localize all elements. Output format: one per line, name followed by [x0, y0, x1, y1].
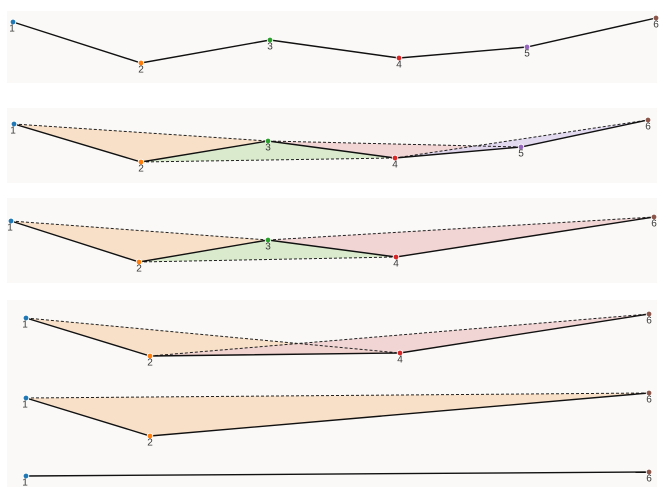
point-4 — [392, 253, 400, 261]
point-2 — [146, 352, 154, 360]
point-label-1: 1 — [22, 399, 28, 410]
chord-5 — [394, 119, 649, 159]
point-label-6: 6 — [651, 218, 657, 229]
area-triangle-2 — [11, 221, 268, 262]
point-label-3: 3 — [267, 41, 273, 52]
point-4 — [391, 154, 399, 162]
point-4 — [396, 349, 404, 357]
simplified-line — [25, 313, 650, 357]
chord-2 — [25, 317, 401, 354]
point-4 — [395, 54, 403, 62]
simplified-line — [12, 17, 657, 64]
chord-3 — [138, 256, 397, 263]
point-3 — [264, 137, 272, 145]
point-1 — [9, 18, 17, 26]
point-5 — [523, 43, 531, 51]
point-label-6: 6 — [653, 19, 659, 30]
stage-5: 1 2 6 — [22, 389, 653, 448]
area-triangle-2 — [26, 393, 649, 436]
point-label-1: 1 — [22, 319, 28, 330]
point-label-6: 6 — [646, 394, 652, 405]
chord-2 — [13, 123, 269, 142]
point-6 — [645, 468, 653, 476]
point-label-2: 2 — [138, 64, 144, 75]
point-label-1: 1 — [9, 23, 15, 34]
point-label-2: 2 — [147, 357, 153, 368]
area-triangle-3 — [139, 240, 396, 262]
point-label-4: 4 — [396, 59, 402, 70]
point-6 — [644, 116, 652, 124]
point-1 — [7, 217, 15, 225]
point-2 — [135, 258, 143, 266]
point-label-6: 6 — [645, 121, 651, 132]
point-label-6: 6 — [646, 315, 652, 326]
area-triangle-2 — [14, 124, 268, 162]
point-label-3: 3 — [265, 241, 271, 252]
stage-4: 1 2 4 6 — [22, 310, 653, 368]
simplified-line — [25, 471, 650, 477]
chord-4 — [267, 140, 522, 148]
point-label-5: 5 — [524, 48, 530, 59]
point-6 — [650, 213, 658, 221]
point-3 — [266, 36, 274, 44]
stage-1: 1 2 3 4 5 6 — [9, 14, 660, 75]
point-label-4: 4 — [397, 354, 403, 365]
point-label-1: 1 — [22, 477, 28, 487]
point-label-1: 1 — [7, 222, 13, 233]
point-label-6: 6 — [646, 473, 652, 484]
point-label-1: 1 — [10, 125, 16, 136]
point-6 — [645, 389, 653, 397]
point-6 — [645, 310, 653, 318]
point-2 — [137, 158, 145, 166]
chord-4 — [267, 216, 655, 241]
chord-4 — [149, 313, 650, 357]
point-2 — [137, 59, 145, 67]
point-1 — [10, 120, 18, 128]
point-label-4: 4 — [393, 258, 399, 269]
point-label-2: 2 — [147, 437, 153, 448]
stage-3: 1 2 3 4 6 — [7, 213, 658, 274]
point-label-2: 2 — [136, 263, 142, 274]
stage-2: 1 2 3 4 5 6 — [10, 116, 652, 174]
point-label-2: 2 — [138, 163, 144, 174]
area-triangle-4 — [268, 217, 654, 257]
area-triangle-3 — [141, 141, 395, 162]
point-1 — [22, 394, 30, 402]
chord-2 — [10, 220, 269, 241]
point-label-3: 3 — [265, 142, 271, 153]
chord-3 — [140, 157, 396, 163]
point-3 — [264, 236, 272, 244]
point-2 — [146, 432, 154, 440]
point-5 — [517, 143, 525, 151]
point-label-4: 4 — [392, 159, 398, 170]
point-1 — [22, 472, 30, 480]
chord-2 — [25, 392, 650, 399]
point-1 — [22, 314, 30, 322]
stage-panel-1 — [7, 11, 657, 83]
point-6 — [652, 14, 660, 22]
area-triangle-4 — [268, 141, 521, 158]
simplified-line — [13, 119, 649, 163]
point-label-5: 5 — [518, 148, 524, 159]
